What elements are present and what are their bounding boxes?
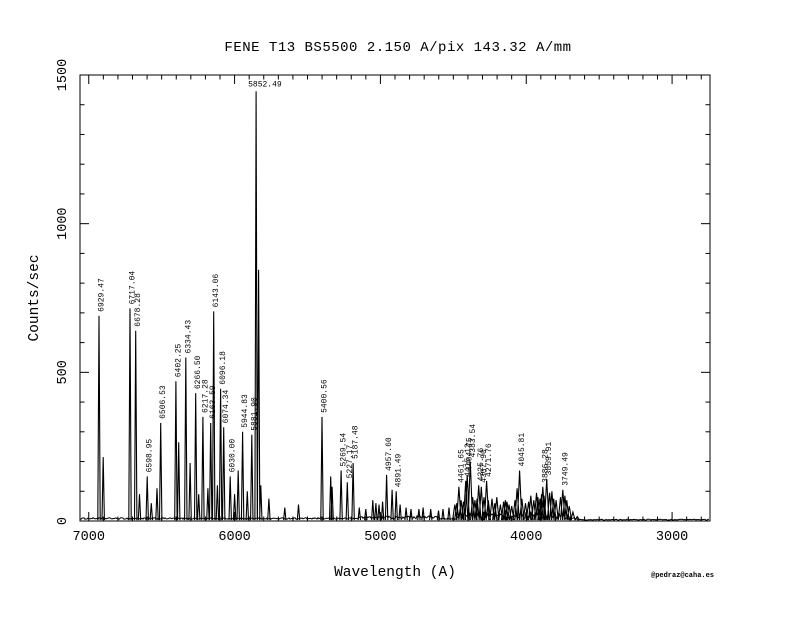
peak-label: 4307.90: [480, 449, 489, 483]
peak-label: 4383.54: [469, 424, 478, 458]
peak-label: 5227.17: [346, 445, 355, 479]
peak-label: 5881.90: [250, 397, 259, 431]
peak-label: 6217.28: [201, 379, 210, 413]
plot-title: FENE T13 BS5500 2.150 A/pix 143.32 A/mm: [224, 40, 571, 56]
peak-label: 6929.47: [98, 278, 107, 312]
peak-label: 6678.28: [134, 293, 143, 327]
peak-label: 4461.65: [457, 449, 466, 483]
y-tick-label: 0: [56, 517, 71, 525]
peak-label: 4271.76: [485, 443, 494, 477]
peak-label: 4957.60: [385, 437, 394, 471]
peak-label: 4891.49: [395, 453, 404, 487]
peak-label: 5944.83: [241, 394, 250, 428]
y-tick-label: 1500: [56, 59, 71, 91]
peak-label: 3886.28: [541, 449, 550, 483]
credit-text: @pedraz@caha.es: [651, 572, 714, 580]
peak-label: 6334.43: [184, 320, 193, 354]
peak-label: 4415.12: [464, 443, 473, 477]
x-tick-label: 4000: [510, 530, 542, 545]
y-axis-label: Counts/sec: [27, 254, 43, 341]
peak-label: 6030.00: [229, 439, 238, 473]
peak-label: 6074.34: [222, 390, 231, 424]
peak-label: 3749.49: [561, 452, 570, 486]
x-axis-label: Wavelength (A): [334, 565, 456, 581]
peak-label: 6506.53: [159, 385, 168, 419]
peak-label: 4325.76: [477, 448, 486, 482]
peak-label: 5400.56: [321, 379, 330, 413]
peak-label: 5852.49: [248, 80, 282, 89]
peak-label: 6717.04: [129, 271, 138, 305]
peak-label: 4045.81: [518, 433, 527, 467]
peak-label: 5269.54: [340, 433, 349, 467]
peak-label: 4404.75: [466, 437, 475, 471]
x-tick-label: 3000: [656, 530, 688, 545]
peak-label: 6143.06: [212, 274, 221, 308]
y-tick-label: 500: [56, 360, 71, 384]
peak-label: 3859.91: [545, 442, 554, 476]
x-tick-label: 7000: [73, 530, 105, 545]
peak-label: 6598.95: [146, 439, 155, 473]
x-tick-label: 6000: [218, 530, 250, 545]
peak-label: 6266.50: [194, 355, 203, 389]
peak-label: 5187.48: [352, 425, 361, 459]
peak-label: 6402.25: [174, 343, 183, 377]
y-tick-label: 1000: [56, 207, 71, 239]
peak-label: 6163.59: [209, 385, 218, 419]
spectrum-lines: [97, 91, 580, 521]
x-tick-label: 5000: [364, 530, 396, 545]
peak-label: 6096.18: [219, 351, 228, 385]
